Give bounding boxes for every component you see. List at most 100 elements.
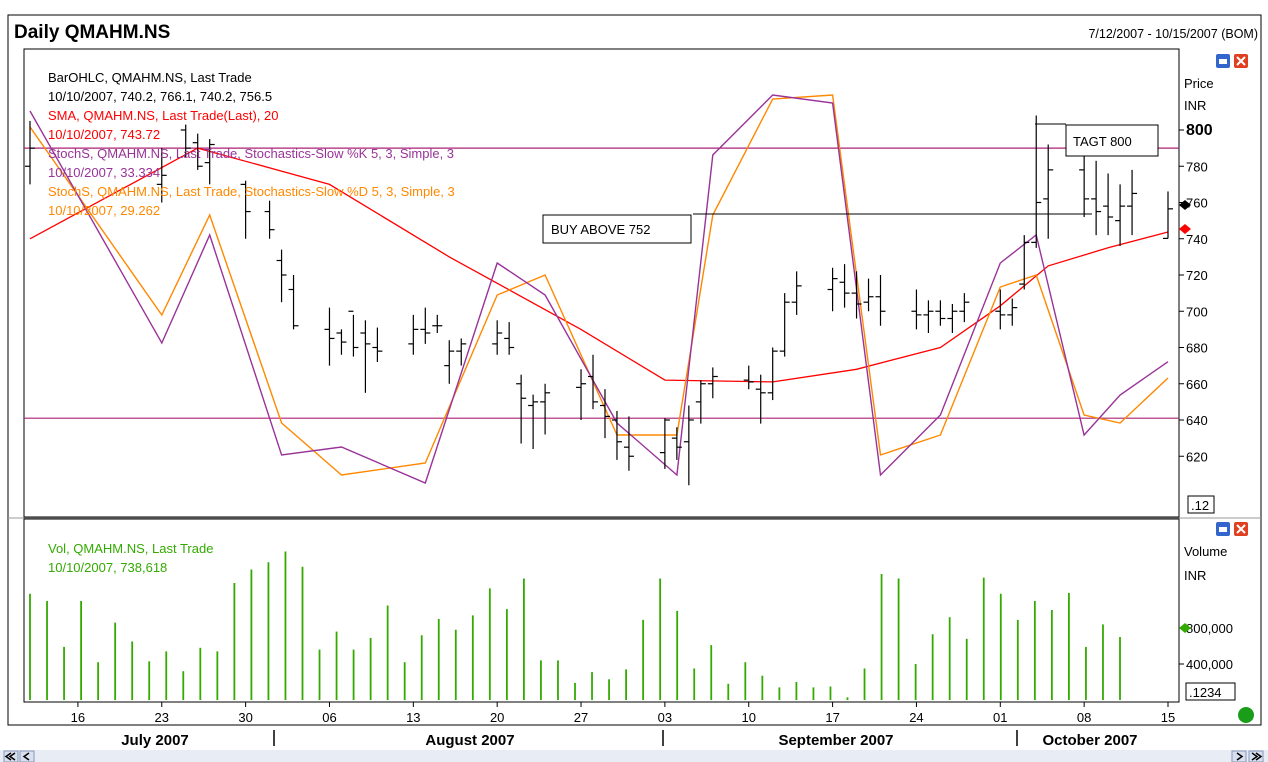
ohlc-bar xyxy=(1091,160,1102,236)
x-tick-label: 08 xyxy=(1077,710,1091,725)
price-legend-line: StochS, QMAHM.NS, Last Trade, Stochastic… xyxy=(48,146,454,161)
price-legend: BarOHLC, QMAHM.NS, Last Trade 10/10/2007,… xyxy=(48,70,455,218)
ohlc-bar xyxy=(923,300,934,333)
month-label: October 2007 xyxy=(1042,732,1137,749)
ohlc-bar xyxy=(408,314,419,355)
x-tick-label: 06 xyxy=(322,710,336,725)
x-tick-label: 17 xyxy=(825,710,839,725)
price-tick-label: 640 xyxy=(1186,413,1208,428)
ohlc-bar xyxy=(851,271,862,319)
x-tick-label: 15 xyxy=(1161,710,1175,725)
price-tick-label: 680 xyxy=(1186,341,1208,356)
x-axis-group: 16 23 30 06 13 20 27 03 10 17 24 01 08 15 July 2007 Aug… xyxy=(71,702,1175,749)
ohlc-bar xyxy=(947,304,958,333)
ohlc-bar xyxy=(504,322,515,355)
target-label: TAGT 800 xyxy=(1073,134,1132,149)
volume-legend-line: 10/10/2007, 738,618 xyxy=(48,560,167,575)
price-tick-label: 760 xyxy=(1186,196,1208,211)
buy-above-label: BUY ABOVE 752 xyxy=(551,222,651,237)
price-legend-line: 10/10/2007, 743.72 xyxy=(48,127,160,142)
x-tick-label: 24 xyxy=(909,710,923,725)
x-tick-label: 16 xyxy=(71,710,85,725)
ohlc-bar xyxy=(791,271,802,315)
ohlc-bar xyxy=(25,120,35,185)
volume-axis-group: 400,000 800,000 xyxy=(1179,621,1233,672)
x-tick-label: 01 xyxy=(993,710,1007,725)
ohlc-bar xyxy=(516,374,527,444)
ohlc-bar xyxy=(1163,191,1173,239)
volume-panel-minimize-icon[interactable] xyxy=(1216,522,1230,536)
scroll-last-icon[interactable] xyxy=(1248,750,1264,762)
ohlc-bar xyxy=(827,267,838,312)
ohlc-bar xyxy=(540,383,551,435)
x-tick-label: 23 xyxy=(155,710,169,725)
price-legend-line: SMA, QMAHM.NS, Last Trade(Last), 20 xyxy=(48,108,278,123)
scroll-right-icon[interactable] xyxy=(1231,750,1247,762)
x-tick-label: 27 xyxy=(574,710,588,725)
ohlc-bar xyxy=(1103,173,1114,236)
volume-readout: .1234 xyxy=(1189,685,1222,700)
ohlc-bar xyxy=(1127,169,1138,236)
volume-panel-close-icon[interactable] xyxy=(1234,522,1248,536)
x-tick-label: 30 xyxy=(238,710,252,725)
price-tick-label: 620 xyxy=(1186,449,1208,464)
price-tick-label: 800 xyxy=(1186,122,1213,139)
ohlc-bar xyxy=(839,264,850,308)
price-legend-line: 10/10/2007, 33.334 xyxy=(48,165,160,180)
ohlc-bar xyxy=(336,329,347,355)
ohlc-bar xyxy=(659,418,670,469)
level-lines xyxy=(24,147,1179,419)
stoch-k-line xyxy=(29,94,1169,484)
status-dot-icon[interactable] xyxy=(1238,707,1254,723)
price-readout-box xyxy=(1187,495,1215,514)
x-tick-label: 20 xyxy=(490,710,504,725)
ohlc-bar xyxy=(911,289,922,330)
ohlc-bar xyxy=(959,293,970,323)
ohlc-bar xyxy=(935,300,946,326)
ohlc-bar xyxy=(767,347,778,401)
date-range: 7/12/2007 - 10/15/2007 (BOM) xyxy=(1088,27,1258,41)
last-price-marker xyxy=(1179,200,1191,210)
ohlc-bar xyxy=(276,249,287,303)
price-tick-label: 660 xyxy=(1186,377,1208,392)
ohlc-group xyxy=(25,115,1173,486)
price-tick-label: 720 xyxy=(1186,268,1208,283)
price-readout: .12 xyxy=(1191,498,1209,513)
ohlc-bar xyxy=(779,293,790,357)
volume-axis-unit: INR xyxy=(1184,568,1206,583)
price-tick-label: 740 xyxy=(1186,232,1208,247)
volume-bars-group xyxy=(29,551,1121,700)
price-panel-minimize-icon[interactable] xyxy=(1216,54,1230,68)
ohlc-bar xyxy=(192,133,203,170)
ohlc-bar xyxy=(707,367,718,399)
price-panel-close-icon[interactable] xyxy=(1234,54,1248,68)
ohlc-bar xyxy=(264,200,275,239)
month-label: August 2007 xyxy=(425,732,514,749)
stoch-group xyxy=(29,94,1169,484)
ohlc-bar xyxy=(671,427,682,460)
ohlc-bar xyxy=(743,365,754,390)
buy-above-box[interactable] xyxy=(542,214,692,244)
ohlc-bar xyxy=(372,327,383,362)
target-box[interactable] xyxy=(1065,124,1159,157)
price-axis-group: 620 640 660 680 700 720 740 760 780 800 xyxy=(1179,122,1213,464)
price-tick-label: 780 xyxy=(1186,159,1208,174)
ohlc-bar xyxy=(863,278,874,312)
scrollbar-track[interactable] xyxy=(0,750,1268,762)
price-tick-label: 700 xyxy=(1186,304,1208,319)
ohlc-bar xyxy=(492,320,503,355)
ohlc-bar xyxy=(599,389,610,439)
scroll-first-icon[interactable] xyxy=(3,750,19,762)
scroll-left-icon[interactable] xyxy=(19,750,35,762)
price-legend-line: BarOHLC, QMAHM.NS, Last Trade xyxy=(48,70,252,85)
price-axis-title: Price xyxy=(1184,76,1214,91)
ohlc-bar xyxy=(1019,235,1030,290)
ohlc-bar xyxy=(1115,184,1126,246)
ohlc-bar xyxy=(695,380,706,424)
ohlc-bar xyxy=(995,289,1006,330)
price-panel xyxy=(23,48,1180,518)
ohlc-bar xyxy=(1007,298,1018,326)
chart-title: Daily QMAHM.NS xyxy=(14,22,170,43)
ohlc-bar xyxy=(875,275,886,326)
ohlc-bar xyxy=(623,416,634,471)
